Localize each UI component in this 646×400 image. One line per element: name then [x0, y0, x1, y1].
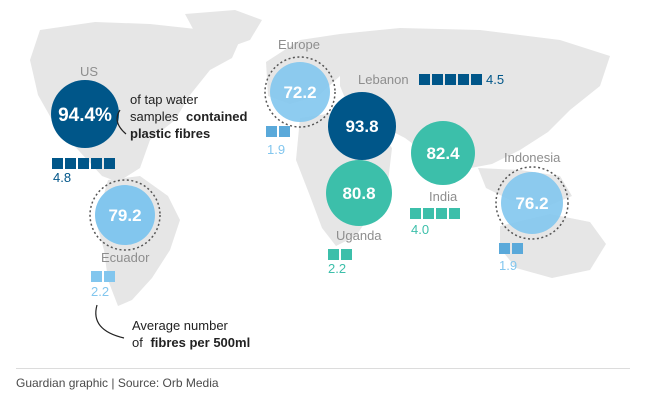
footer-divider [16, 368, 630, 369]
fibres-note-line-2: of fibres per 500ml [132, 335, 250, 350]
us-note-line-1: of tap water [130, 92, 199, 107]
us-note-line-2: samples contained [130, 109, 248, 124]
landmass-greenland [185, 10, 262, 50]
uganda-tap-percent: 80.8 [342, 184, 375, 203]
uganda-fibre-square [328, 249, 339, 260]
us-note-contained: contained [186, 109, 247, 124]
indonesia-fibre-square [512, 243, 523, 254]
lebanon-fibres: 4.5 [486, 72, 504, 87]
fibre-square-groups [52, 74, 523, 282]
us-fibres: 4.8 [53, 170, 71, 185]
indonesia-fibre-square [499, 243, 510, 254]
ecuador-fibre-square [104, 271, 115, 282]
ecuador-label: Ecuador [101, 250, 150, 265]
india-bubble [411, 121, 475, 185]
indonesia-bubble [501, 172, 563, 234]
india-fibre-square [410, 208, 421, 219]
lebanon-label: Lebanon [358, 72, 409, 87]
india-fibre-square [423, 208, 434, 219]
us-fibre-square [78, 158, 89, 169]
source-footer: Guardian graphic | Source: Orb Media [16, 376, 219, 390]
fibres-note-line-1: Average number [132, 318, 229, 333]
dashed-rings [89, 56, 569, 251]
indonesia-tap-percent: 76.2 [515, 194, 548, 213]
lebanon-fibre-square [445, 74, 456, 85]
europe-label: Europe [278, 37, 320, 52]
europe-ring [264, 56, 336, 128]
europe-fibre-square [266, 126, 277, 137]
india-label: India [429, 189, 458, 204]
us-fibre-square [65, 158, 76, 169]
landmass-asia [340, 28, 610, 170]
indonesia-fibres: 1.9 [499, 258, 517, 273]
us-annotation-bracket [116, 109, 127, 135]
fibres-note-bold: fibres per 500ml [150, 335, 250, 350]
ecuador-ring [89, 179, 161, 251]
india-fibre-square [449, 208, 460, 219]
india-tap-percent: 82.4 [426, 144, 460, 163]
ecuador-fibres: 2.2 [91, 284, 109, 299]
us-bubble [51, 80, 119, 148]
ecuador-tap-percent: 79.2 [108, 206, 141, 225]
bubble-values: 94.4% 72.2 93.8 82.4 76.2 80.8 79.2 [58, 83, 548, 225]
lebanon-fibre-square [432, 74, 443, 85]
us-note-line-3: plastic fibres [130, 126, 210, 141]
us-tap-percent: 94.4% [58, 105, 112, 126]
europe-fibres: 1.9 [267, 142, 285, 157]
europe-bubble [270, 62, 330, 122]
lebanon-fibre-square [471, 74, 482, 85]
europe-tap-percent: 72.2 [283, 83, 316, 102]
us-annotation: of tap water samples contained plastic f… [116, 92, 248, 141]
fibre-values: 4.8 1.9 4.5 4.0 1.9 2.2 2.2 [53, 72, 517, 299]
uganda-label: Uganda [336, 228, 382, 243]
uganda-fibres: 2.2 [328, 261, 346, 276]
us-fibre-square [91, 158, 102, 169]
us-note-samples: samples [130, 109, 179, 124]
lebanon-bubble [328, 92, 396, 160]
us-fibre-square [104, 158, 115, 169]
india-fibres: 4.0 [411, 222, 429, 237]
lebanon-fibre-square [458, 74, 469, 85]
india-fibre-square [436, 208, 447, 219]
fibres-note-of: of [132, 335, 143, 350]
bubbles [51, 62, 563, 245]
europe-fibre-square [279, 126, 290, 137]
indonesia-label: Indonesia [504, 150, 561, 165]
fibres-annotation: Average number of fibres per 500ml [95, 304, 250, 350]
lebanon-tap-percent: 93.8 [345, 117, 378, 136]
uganda-fibre-square [341, 249, 352, 260]
indonesia-ring [495, 166, 569, 240]
lebanon-fibre-square [419, 74, 430, 85]
ecuador-fibre-square [91, 271, 102, 282]
us-label: US [80, 64, 98, 79]
fibres-annotation-curve [95, 304, 125, 339]
ecuador-bubble [95, 185, 155, 245]
us-fibre-square [52, 158, 63, 169]
region-labels: US Europe Lebanon India Indonesia Uganda… [80, 37, 561, 265]
uganda-bubble [326, 160, 392, 226]
